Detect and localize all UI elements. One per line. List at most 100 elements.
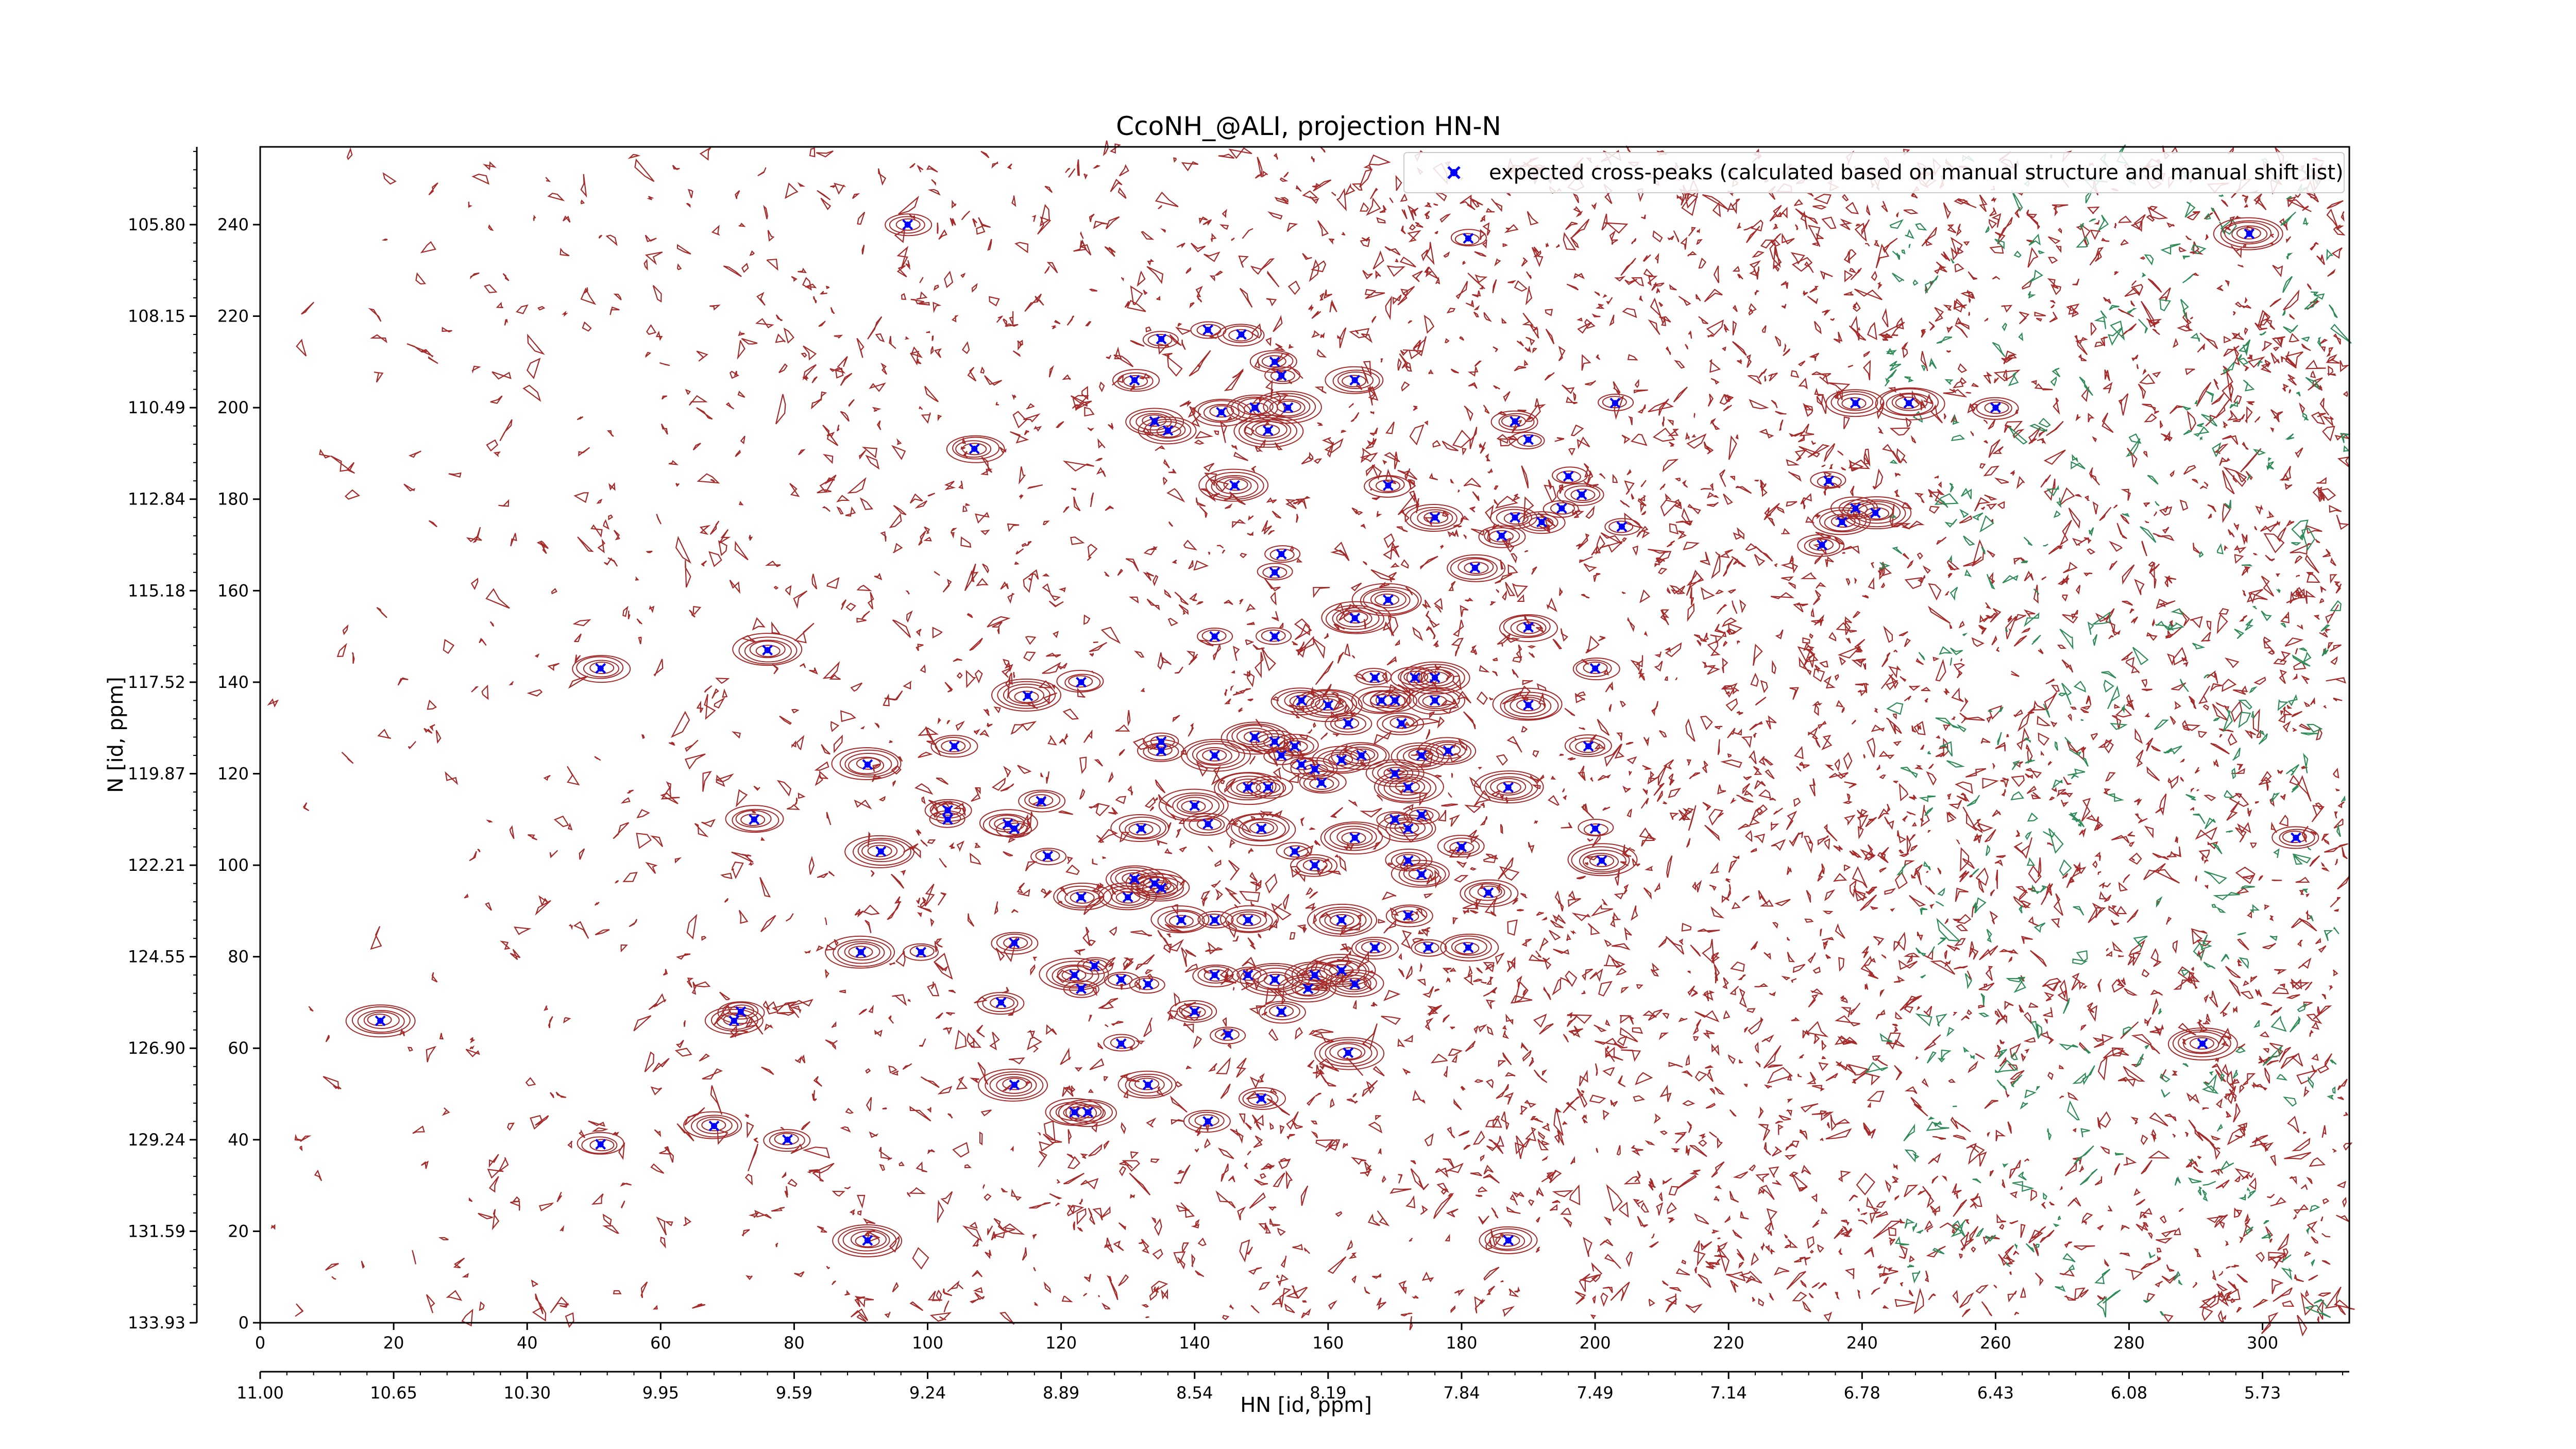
peak-contour — [1117, 1070, 1177, 1099]
peak-contour — [955, 440, 992, 458]
peak-contour — [1570, 488, 1596, 501]
x-ppm-tick-label: 8.19 — [1310, 1383, 1346, 1403]
peak-contour — [1450, 229, 1487, 247]
peak-contour — [1164, 911, 1201, 929]
expected-cross-peak — [1817, 540, 1827, 550]
x-ppm-tick-label: 9.95 — [642, 1383, 679, 1403]
expected-cross-peak — [1142, 979, 1154, 990]
peak-contour — [1068, 675, 1093, 688]
peak-contour — [1123, 375, 1148, 387]
peak-contour — [1444, 935, 1492, 958]
legend-label: expected cross-peaks (calculated based o… — [1489, 161, 2344, 184]
expected-cross-peak — [1309, 860, 1320, 871]
peak-contour — [1226, 813, 1296, 846]
expected-cross-peak — [1009, 1079, 1020, 1090]
peak-contour — [1488, 530, 1514, 543]
y-tick-label: 0 — [239, 1313, 249, 1333]
expected-cross-peak — [1356, 750, 1367, 761]
peak-contour — [1170, 1000, 1217, 1023]
peak-contour — [1134, 978, 1160, 990]
peak-contour — [744, 639, 792, 663]
peak-contour — [1122, 872, 1147, 885]
peak-contour — [1831, 391, 1878, 414]
peak-contour — [1256, 781, 1281, 794]
peak-contour — [1143, 877, 1168, 889]
peak-contour — [2279, 829, 2315, 847]
peak-contour — [1157, 909, 1205, 932]
peak-contour — [1410, 507, 1458, 530]
peak-contour — [1430, 742, 1466, 760]
peak-contour — [1098, 882, 1157, 911]
peak-contour — [982, 995, 1019, 1013]
x-tick-label: 160 — [1312, 1333, 1344, 1353]
expected-cross-peak — [1202, 818, 1214, 830]
peak-contour — [1261, 355, 1286, 368]
peak-contour — [1039, 957, 1109, 991]
peak-contour — [1351, 686, 1410, 714]
expected-cross-peak — [1009, 823, 1020, 834]
expected-cross-peak — [1202, 1116, 1214, 1127]
peak-contour — [1495, 1234, 1520, 1247]
expected-cross-peak — [1209, 969, 1221, 981]
peak-contour — [1176, 1003, 1213, 1021]
peak-contour — [1324, 823, 1383, 851]
y-axis-label: N [id, ppm] — [104, 677, 128, 793]
peak-contour — [755, 645, 781, 658]
peak-contour — [1853, 501, 1901, 524]
peak-contour — [696, 1116, 733, 1134]
peak-contour — [1056, 670, 1104, 693]
expected-cross-peak — [1269, 736, 1280, 747]
peak-contour — [1604, 518, 1641, 536]
x-tick-label: 260 — [1980, 1333, 2011, 1353]
expected-cross-peak — [1009, 937, 1020, 949]
expected-cross-peak — [1369, 672, 1380, 683]
peak-contour — [2167, 1027, 2238, 1061]
peak-contour — [729, 1004, 754, 1017]
peak-contour — [1479, 1226, 1538, 1254]
peak-contour — [1319, 908, 1367, 932]
peak-contour — [1583, 823, 1608, 836]
peak-contour — [1183, 813, 1231, 836]
peak-contour — [1389, 778, 1426, 796]
peak-contour — [704, 1006, 764, 1035]
y-ppm-tick-label: 115.18 — [128, 581, 185, 600]
expected-cross-peak — [1262, 425, 1274, 436]
peak-contour — [1503, 512, 1529, 525]
peak-contour — [1365, 759, 1425, 787]
y-ppm-tick-label: 133.93 — [128, 1313, 185, 1333]
peak-contour — [1321, 601, 1392, 634]
legend-marker — [1447, 166, 1461, 179]
peak-contour — [1046, 961, 1105, 989]
y-tick-label: 40 — [228, 1130, 249, 1150]
expected-cross-peak — [1242, 782, 1253, 793]
x-ppm-tick-label: 9.59 — [776, 1383, 812, 1403]
peak-contour — [962, 443, 987, 456]
peak-contour — [1255, 424, 1280, 437]
peak-contour — [1315, 698, 1340, 711]
peak-contour — [1264, 366, 1301, 384]
peak-contour — [1976, 399, 2012, 417]
peak-contour — [831, 747, 902, 780]
peak-contour — [1111, 888, 1148, 906]
peak-contour — [1382, 715, 1418, 733]
peak-contour — [1578, 819, 1614, 837]
peak-contour — [844, 753, 892, 776]
peak-contour — [1575, 740, 1600, 753]
peak-contour — [1484, 527, 1520, 545]
peak-contour — [995, 820, 1032, 838]
expected-cross-peak — [1209, 750, 1221, 761]
peak-contour — [1214, 772, 1284, 805]
peak-contour — [1517, 434, 1542, 447]
expected-cross-peak — [1536, 516, 1547, 528]
expected-cross-peak — [1510, 512, 1521, 523]
peak-contour — [1070, 891, 1095, 904]
expected-cross-peak — [948, 740, 960, 752]
peak-contour — [1256, 627, 1292, 645]
peak-contour — [725, 805, 784, 833]
peak-contour — [1070, 1104, 1106, 1122]
expected-cross-peak — [1176, 915, 1187, 926]
expected-cross-peak — [1389, 695, 1400, 706]
peak-contour — [1302, 858, 1328, 871]
x-ppm-tick-label: 10.65 — [370, 1383, 417, 1403]
peak-contour — [1337, 1047, 1362, 1060]
